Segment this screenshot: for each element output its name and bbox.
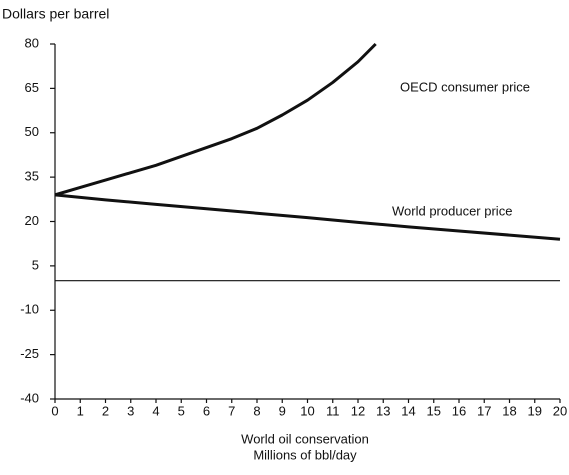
x-tick-label: 8: [253, 403, 260, 418]
x-axis-label: Millions of bbl/day: [253, 447, 357, 462]
y-tick-label: 5: [32, 257, 39, 272]
x-tick-label: 0: [51, 403, 58, 418]
x-tick-label: 2: [102, 403, 109, 418]
x-tick-label: 11: [326, 403, 340, 418]
series-label: World producer price: [392, 203, 512, 218]
series-label: OECD consumer price: [400, 79, 530, 94]
y-tick-label: 20: [25, 213, 39, 228]
x-tick-label: 19: [528, 403, 542, 418]
y-tick-label: 65: [25, 80, 39, 95]
y-tick-label: 50: [25, 124, 39, 139]
y-axis-label: Dollars per barrel: [2, 6, 109, 22]
y-tick-label: -25: [20, 346, 39, 361]
x-tick-label: 15: [427, 403, 441, 418]
x-tick-label: 14: [401, 403, 415, 418]
line: [54, 193, 561, 241]
x-tick-label: 16: [452, 403, 466, 418]
line: [54, 42, 377, 197]
y-tick-label: 80: [25, 35, 39, 50]
x-tick-label: 18: [502, 403, 516, 418]
x-tick-label: 4: [152, 403, 159, 418]
x-tick-label: 13: [376, 403, 390, 418]
x-tick-label: 10: [300, 403, 314, 418]
x-tick-label: 7: [228, 403, 235, 418]
x-tick-label: 17: [477, 403, 491, 418]
x-tick-label: 1: [77, 403, 84, 418]
x-tick-label: 12: [351, 403, 365, 418]
x-tick-label: 9: [279, 403, 286, 418]
y-tick-label: -40: [20, 390, 39, 405]
x-tick-label: 20: [553, 403, 567, 418]
x-axis-label: World oil conservation: [241, 431, 369, 446]
y-tick-label: -10: [20, 302, 39, 317]
x-tick-label: 5: [178, 403, 185, 418]
y-tick-label: 35: [25, 169, 39, 184]
x-tick-label: 3: [127, 403, 134, 418]
x-tick-label: 6: [203, 403, 210, 418]
